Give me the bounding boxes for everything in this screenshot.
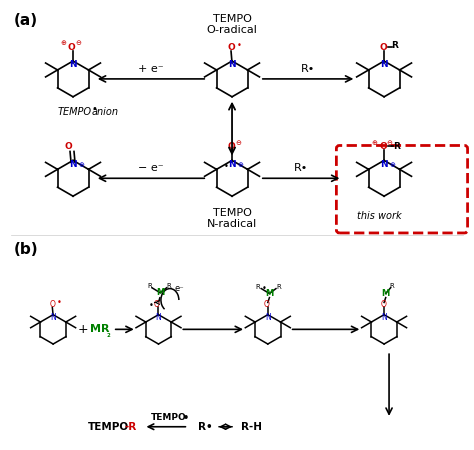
Text: TEMPO: TEMPO [151, 413, 186, 422]
Text: •: • [56, 298, 61, 307]
Text: R: R [147, 283, 152, 289]
Text: ⊕: ⊕ [78, 162, 84, 168]
Text: N: N [380, 60, 388, 69]
Text: N: N [69, 160, 77, 169]
Text: N: N [265, 313, 271, 322]
Text: (b): (b) [13, 242, 38, 257]
Text: R: R [392, 40, 399, 50]
Text: N-radical: N-radical [207, 219, 257, 229]
Text: ⊕: ⊕ [389, 162, 395, 168]
Text: M: M [265, 289, 273, 298]
Text: TEMPO: TEMPO [88, 422, 129, 432]
Text: this work: this work [357, 211, 401, 221]
Text: O: O [64, 142, 72, 151]
Text: M: M [156, 288, 164, 297]
Text: R•: R• [198, 422, 212, 432]
Text: •: • [92, 104, 98, 114]
Text: N: N [380, 160, 388, 169]
Text: •: • [262, 284, 267, 293]
Text: O: O [264, 300, 270, 309]
Text: O: O [154, 300, 160, 309]
Text: -R: -R [125, 422, 137, 432]
Text: R•: R• [301, 64, 315, 74]
Text: +: + [78, 323, 88, 336]
Text: N: N [228, 160, 236, 169]
Text: ⊕: ⊕ [60, 40, 66, 46]
Text: R•: R• [293, 163, 308, 173]
Text: ₂: ₂ [107, 330, 110, 339]
Text: R: R [167, 283, 172, 289]
Text: N: N [381, 313, 387, 322]
Text: O: O [380, 300, 386, 309]
Text: TEMPO: TEMPO [213, 14, 252, 24]
Text: MR: MR [90, 324, 109, 334]
Text: anion: anion [91, 107, 118, 117]
Text: ⊕: ⊕ [237, 162, 243, 168]
Text: O-radical: O-radical [207, 25, 257, 35]
Text: O: O [67, 43, 75, 52]
Text: O: O [227, 142, 235, 151]
Text: − e⁻: − e⁻ [138, 163, 164, 173]
Text: ⊖: ⊖ [386, 140, 392, 145]
Text: e⁻: e⁻ [175, 284, 184, 293]
Text: + e⁻: + e⁻ [138, 64, 164, 74]
Text: R: R [390, 283, 395, 289]
Text: N: N [228, 60, 236, 69]
Text: R: R [393, 142, 401, 151]
Text: N: N [69, 60, 77, 69]
Text: •: • [149, 301, 154, 310]
Text: R: R [276, 284, 281, 290]
Text: TEMPO: TEMPO [58, 107, 92, 117]
Text: ⊖: ⊖ [75, 40, 81, 46]
Text: ⊕: ⊕ [371, 140, 377, 145]
Text: M: M [382, 289, 390, 298]
Text: R: R [255, 284, 260, 290]
Text: •: • [224, 162, 228, 171]
Text: N: N [155, 313, 161, 322]
Text: O: O [379, 142, 387, 151]
Text: ⊖: ⊖ [235, 140, 241, 145]
Text: •: • [182, 413, 188, 423]
Text: TEMPO: TEMPO [213, 208, 252, 218]
Text: R-H: R-H [241, 422, 263, 432]
Text: •: • [237, 40, 241, 50]
Text: O: O [49, 300, 55, 309]
Text: N: N [50, 313, 56, 322]
Text: O: O [379, 43, 387, 52]
Text: O: O [227, 43, 235, 52]
Text: (a): (a) [13, 14, 37, 28]
